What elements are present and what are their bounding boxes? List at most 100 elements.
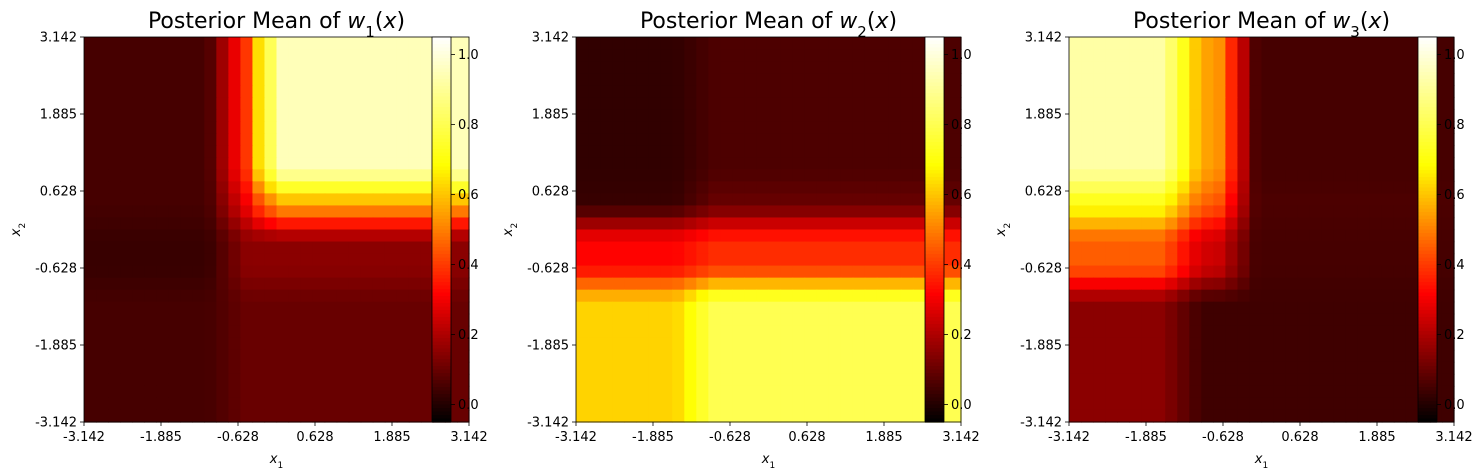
heatmap-cell: [1369, 145, 1383, 158]
heatmap-cell: [108, 97, 121, 110]
heatmap-cell: [1273, 97, 1287, 110]
heatmap-cell: [840, 61, 854, 74]
colorbar-segment: [432, 355, 451, 360]
heatmap-cell: [600, 181, 613, 195]
heatmap-cell: [192, 97, 205, 110]
heatmap-cell: [420, 133, 434, 146]
colorbar-segment: [432, 159, 451, 164]
heatmap-cell: [624, 397, 637, 411]
heatmap-cell: [672, 349, 685, 363]
heatmap-cell: [420, 325, 434, 339]
heatmap-cell: [696, 325, 709, 339]
heatmap-cell: [648, 145, 661, 158]
heatmap-cell: [216, 397, 229, 411]
heatmap-cell: [1201, 205, 1214, 219]
heatmap-cell: [1105, 409, 1118, 423]
heatmap-cell: [360, 253, 374, 267]
heatmap-cell: [1117, 397, 1130, 411]
heatmap-cell: [648, 397, 661, 411]
heatmap-cell: [1273, 229, 1287, 243]
heatmap-cell: [1333, 301, 1347, 315]
heatmap-cell: [1177, 169, 1190, 182]
heatmap-cell: [360, 325, 374, 339]
heatmap-cell: [1177, 109, 1190, 122]
colorbar-tick-label: 1.0: [458, 48, 479, 63]
heatmap-cell: [1141, 121, 1154, 134]
heatmap-cell: [96, 373, 109, 387]
heatmap-cell: [336, 133, 350, 146]
heatmap-cell: [888, 361, 902, 375]
heatmap-cell: [384, 337, 398, 351]
heatmap-cell: [348, 85, 362, 98]
heatmap-cell: [660, 241, 673, 255]
heatmap-cell: [1225, 49, 1239, 62]
heatmap-cell: [1369, 265, 1383, 279]
heatmap-cell: [396, 169, 410, 182]
heatmap-cell: [612, 289, 625, 303]
heatmap-cell: [576, 289, 589, 303]
heatmap-cell: [1117, 157, 1130, 170]
heatmap-cell: [756, 241, 770, 255]
heatmap-cell: [1129, 361, 1142, 375]
heatmap-cell: [1069, 349, 1082, 363]
heatmap-cell: [1357, 85, 1371, 98]
heatmap-cell: [120, 37, 133, 50]
heatmap-cell: [876, 85, 890, 98]
heatmap-cell: [96, 409, 109, 423]
heatmap-cell: [276, 145, 290, 158]
heatmap-cell: [588, 253, 601, 267]
heatmap-cell: [84, 145, 97, 158]
heatmap-cell: [780, 313, 794, 327]
heatmap-cell: [276, 49, 290, 62]
heatmap-cell: [732, 181, 746, 195]
heatmap-cell: [264, 121, 278, 134]
heatmap-cell: [204, 157, 217, 170]
heatmap-cell: [900, 121, 914, 134]
heatmap-cell: [840, 349, 854, 363]
heatmap-cell: [1093, 289, 1106, 303]
heatmap-cell: [132, 169, 145, 182]
heatmap-cell: [1297, 229, 1311, 243]
heatmap-cell: [792, 205, 806, 219]
heatmap-cell: [180, 121, 193, 134]
heatmap-cell: [396, 193, 410, 207]
heatmap-cell: [636, 229, 649, 243]
x-tick-label: -1.885: [1125, 430, 1167, 445]
heatmap-cell: [1261, 97, 1275, 110]
heatmap-cell: [120, 145, 133, 158]
heatmap-cell: [324, 277, 338, 291]
heatmap-cell: [948, 181, 962, 195]
heatmap-cell: [1237, 385, 1251, 399]
heatmap-cell: [696, 229, 709, 243]
heatmap-cell: [828, 97, 842, 110]
heatmap-cell: [852, 349, 866, 363]
heatmap-cell: [384, 37, 398, 50]
heatmap-cell: [876, 205, 890, 219]
heatmap-cell: [1381, 253, 1395, 267]
heatmap-cell: [792, 157, 806, 170]
heatmap-cell: [648, 181, 661, 195]
heatmap-cell: [240, 121, 254, 134]
heatmap-cell: [768, 85, 782, 98]
heatmap-cell: [1309, 97, 1323, 110]
colorbar-segment: [432, 72, 451, 77]
heatmap-cell: [948, 325, 962, 339]
heatmap-cell: [912, 313, 926, 327]
heatmap-cell: [120, 205, 133, 219]
heatmap-cell: [276, 121, 290, 134]
heatmap-cell: [264, 61, 278, 74]
heatmap-cell: [312, 313, 326, 327]
heatmap-cell: [912, 205, 926, 219]
heatmap-cell: [420, 37, 434, 50]
heatmap-cell: [276, 97, 290, 110]
colorbar-segment: [1418, 397, 1437, 402]
heatmap-cell: [456, 169, 470, 182]
heatmap-cell: [180, 301, 193, 315]
colorbar-segment: [1418, 345, 1437, 350]
heatmap-cell: [1261, 85, 1275, 98]
heatmap-cell: [1249, 205, 1263, 219]
heatmap-cell: [1273, 73, 1287, 86]
heatmap-cell: [1321, 97, 1335, 110]
heatmap-cell: [420, 97, 434, 110]
heatmap-cell: [1117, 49, 1130, 62]
